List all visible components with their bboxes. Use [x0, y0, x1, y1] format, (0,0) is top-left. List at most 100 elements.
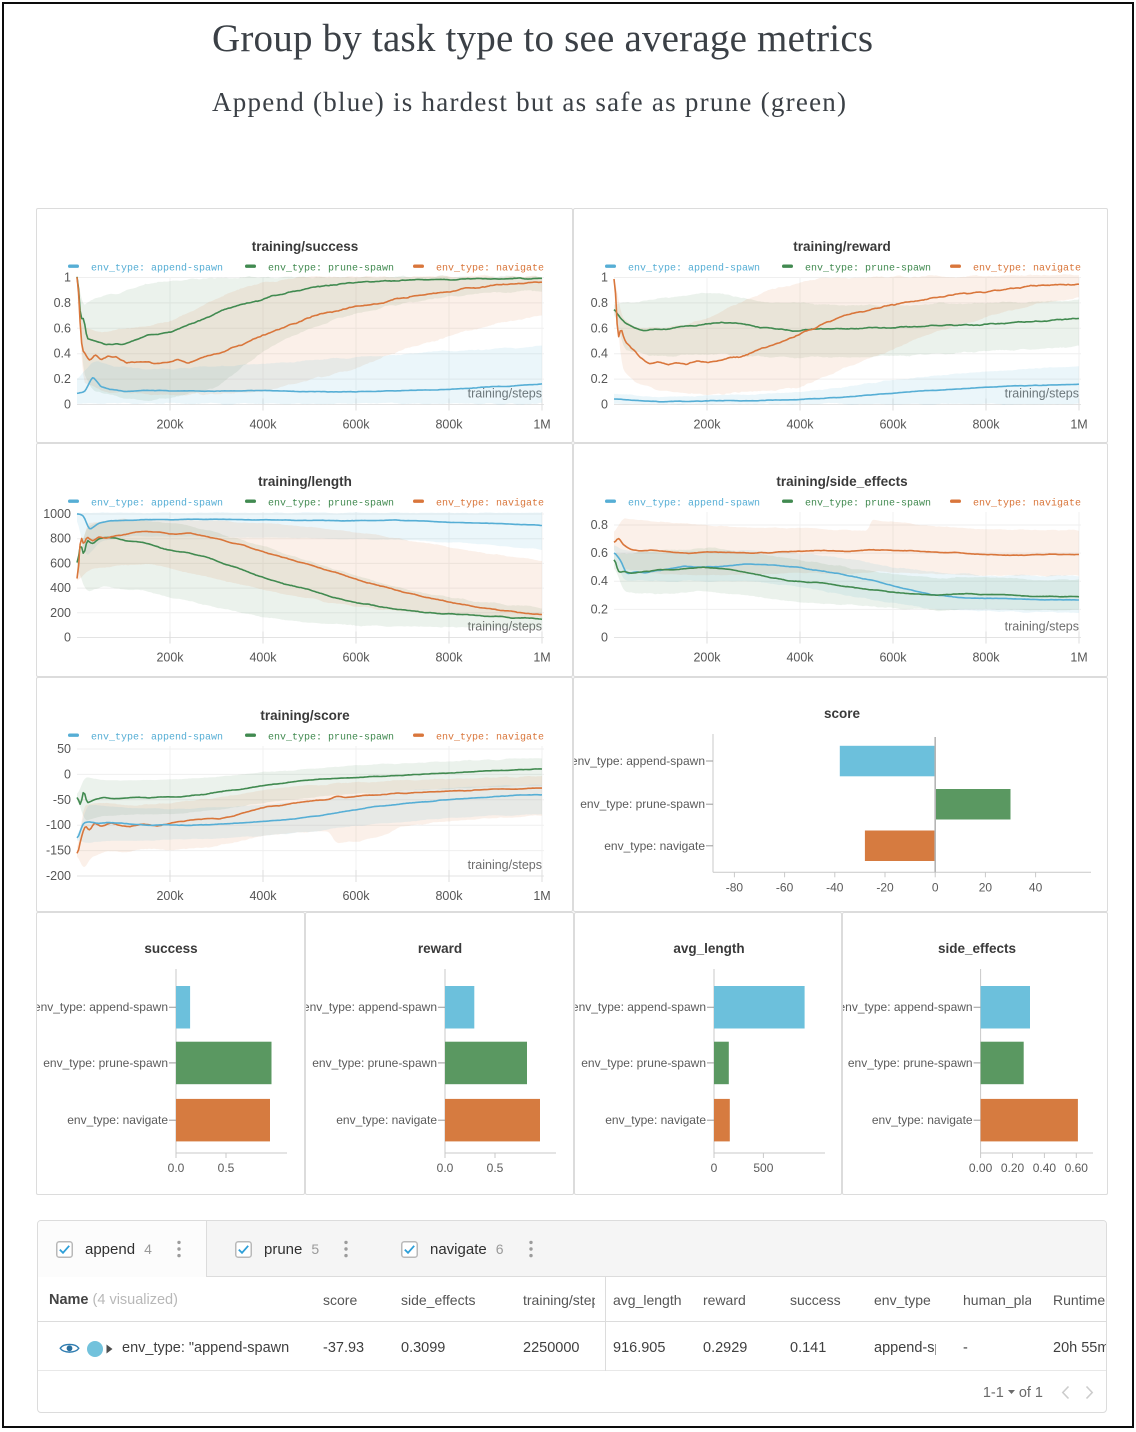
svg-text:600k: 600k: [879, 418, 907, 432]
svg-text:env_type: navigate: env_type: navigate: [436, 498, 544, 510]
svg-text:800k: 800k: [972, 651, 1000, 665]
svg-text:0.8: 0.8: [591, 518, 608, 532]
svg-text:1: 1: [601, 271, 608, 285]
svg-text:-20: -20: [876, 880, 894, 894]
svg-text:env_type: prune-spawn: env_type: prune-spawn: [805, 264, 931, 275]
svg-text:env_type: append-spawn: env_type: append-spawn: [91, 732, 223, 744]
svg-text:training/length: training/length: [258, 474, 352, 489]
svg-text:400k: 400k: [249, 651, 277, 665]
svg-text:training/side_effects: training/side_effects: [776, 474, 907, 489]
svg-text:0.2: 0.2: [54, 372, 71, 386]
svg-text:env_type: prune-spawn: env_type: prune-spawn: [805, 499, 931, 510]
svg-text:0: 0: [601, 398, 608, 412]
svg-text:0.5: 0.5: [218, 1161, 235, 1175]
svg-text:env_type: append-spawn: env_type: append-spawn: [628, 263, 760, 275]
svg-text:1M: 1M: [1070, 651, 1087, 665]
svg-text:env_type: append-spawn: env_type: append-spawn: [575, 1000, 706, 1014]
svg-text:env_type: append-spawn: env_type: append-spawn: [628, 498, 760, 510]
svg-text:800k: 800k: [435, 889, 463, 903]
svg-text:0: 0: [64, 398, 71, 412]
svg-text:-100: -100: [46, 818, 71, 832]
svg-text:0.4: 0.4: [591, 347, 608, 361]
svg-text:600k: 600k: [342, 889, 370, 903]
svg-text:-50: -50: [53, 793, 71, 807]
svg-text:600k: 600k: [342, 651, 370, 665]
svg-text:0: 0: [64, 631, 71, 645]
svg-text:avg_length: avg_length: [673, 941, 744, 956]
svg-text:training/steps: training/steps: [468, 858, 542, 872]
svg-text:env_type: append-spawn: env_type: append-spawn: [37, 1000, 168, 1014]
svg-text:env_type: append-spawn: env_type: append-spawn: [306, 1000, 437, 1014]
svg-text:0.00: 0.00: [969, 1161, 993, 1175]
svg-text:0.0: 0.0: [437, 1161, 454, 1175]
svg-text:200k: 200k: [156, 889, 184, 903]
svg-text:1000: 1000: [43, 507, 71, 521]
svg-text:-60: -60: [776, 880, 794, 894]
svg-text:0.6: 0.6: [54, 321, 71, 335]
svg-text:1M: 1M: [1070, 418, 1087, 432]
svg-text:training/score: training/score: [260, 708, 350, 723]
svg-text:200k: 200k: [156, 651, 184, 665]
svg-text:0.6: 0.6: [591, 321, 608, 335]
svg-text:0.2: 0.2: [591, 602, 608, 616]
svg-text:training/steps: training/steps: [1005, 620, 1079, 634]
svg-text:env_type: navigate: env_type: navigate: [604, 839, 705, 853]
svg-text:0.4: 0.4: [591, 574, 608, 588]
svg-text:0: 0: [64, 767, 71, 781]
svg-text:env_type: prune-spawn: env_type: prune-spawn: [268, 733, 394, 744]
svg-text:50: 50: [57, 742, 71, 756]
svg-text:env_type: navigate: env_type: navigate: [436, 732, 544, 744]
svg-text:success: success: [144, 941, 197, 956]
svg-text:training/steps: training/steps: [468, 387, 542, 401]
svg-text:600: 600: [50, 556, 71, 570]
svg-text:400k: 400k: [786, 418, 814, 432]
svg-text:40: 40: [1029, 880, 1043, 894]
svg-text:1M: 1M: [533, 889, 550, 903]
svg-text:-150: -150: [46, 844, 71, 858]
svg-text:0.20: 0.20: [1001, 1161, 1025, 1175]
svg-text:env_type: navigate: env_type: navigate: [67, 1113, 168, 1127]
svg-text:400k: 400k: [786, 651, 814, 665]
svg-text:env_type: append-spawn: env_type: append-spawn: [91, 263, 223, 275]
svg-text:400k: 400k: [249, 418, 277, 432]
svg-text:0.0: 0.0: [168, 1161, 185, 1175]
svg-text:0: 0: [932, 880, 939, 894]
svg-text:400: 400: [50, 581, 71, 595]
svg-text:training/steps: training/steps: [1005, 387, 1079, 401]
svg-text:env_type: append-spawn: env_type: append-spawn: [843, 1000, 973, 1014]
svg-text:-80: -80: [726, 880, 744, 894]
svg-text:env_type: prune-spawn: env_type: prune-spawn: [268, 499, 394, 510]
svg-text:env_type: navigate: env_type: navigate: [436, 263, 544, 275]
svg-text:0.4: 0.4: [54, 347, 71, 361]
svg-text:800k: 800k: [972, 418, 1000, 432]
svg-text:env_type: prune-spawn: env_type: prune-spawn: [43, 1056, 168, 1070]
svg-text:800: 800: [50, 532, 71, 546]
svg-text:20: 20: [979, 880, 993, 894]
svg-text:600k: 600k: [879, 651, 907, 665]
svg-text:200k: 200k: [693, 651, 721, 665]
svg-text:200k: 200k: [693, 418, 721, 432]
svg-text:0.5: 0.5: [487, 1161, 504, 1175]
svg-text:1: 1: [64, 271, 71, 285]
svg-text:0.2: 0.2: [591, 372, 608, 386]
svg-text:0.8: 0.8: [591, 296, 608, 310]
svg-text:env_type: navigate: env_type: navigate: [973, 263, 1081, 275]
svg-text:side_effects: side_effects: [938, 941, 1016, 956]
svg-text:500: 500: [753, 1161, 773, 1175]
svg-text:training/steps: training/steps: [468, 620, 542, 634]
svg-text:800k: 800k: [435, 418, 463, 432]
svg-text:training/success: training/success: [252, 239, 359, 254]
svg-text:800k: 800k: [435, 651, 463, 665]
svg-text:600k: 600k: [342, 418, 370, 432]
svg-text:env_type: prune-spawn: env_type: prune-spawn: [268, 264, 394, 275]
svg-text:env_type: navigate: env_type: navigate: [605, 1113, 706, 1127]
svg-text:1M: 1M: [533, 651, 550, 665]
svg-text:env_type: prune-spawn: env_type: prune-spawn: [312, 1056, 437, 1070]
svg-text:0.8: 0.8: [54, 296, 71, 310]
svg-text:training/reward: training/reward: [793, 239, 891, 254]
svg-text:env_type: prune-spawn: env_type: prune-spawn: [580, 797, 705, 811]
svg-text:env_type: append-spawn: env_type: append-spawn: [91, 498, 223, 510]
svg-text:0: 0: [601, 631, 608, 645]
svg-text:env_type: navigate: env_type: navigate: [872, 1113, 973, 1127]
svg-text:400k: 400k: [249, 889, 277, 903]
